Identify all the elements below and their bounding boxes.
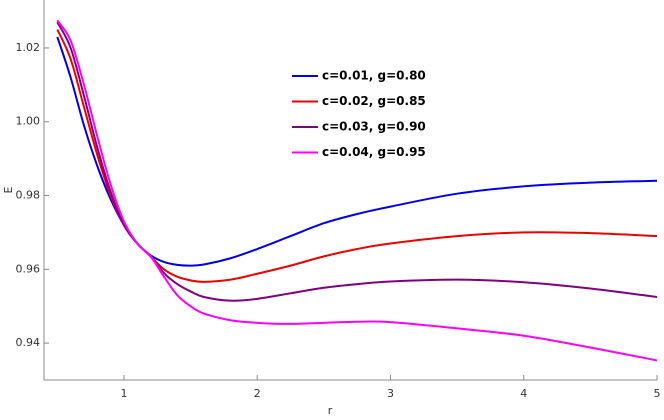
x-tick-label: 5 xyxy=(654,387,661,400)
legend-label: c=0.03, g=0.90 xyxy=(322,120,426,134)
legend-label: c=0.01, g=0.80 xyxy=(322,69,426,83)
x-tick-label: 4 xyxy=(520,387,527,400)
y-tick-label: 0.96 xyxy=(16,262,41,275)
x-tick-label: 3 xyxy=(387,387,394,400)
series-line xyxy=(56,19,658,362)
y-tick-label: 1.00 xyxy=(16,115,41,128)
series-line xyxy=(56,36,658,267)
series-line xyxy=(56,29,658,283)
legend-label: c=0.04, g=0.95 xyxy=(322,145,426,159)
y-axis-label: E xyxy=(2,186,15,193)
legend-label: c=0.02, g=0.85 xyxy=(322,94,426,108)
x-axis-label: r xyxy=(328,404,333,417)
y-tick-label: 0.94 xyxy=(16,336,41,349)
y-tick-label: 0.98 xyxy=(16,189,41,202)
y-tick-label: 1.02 xyxy=(16,41,41,54)
series-line xyxy=(56,21,658,302)
x-tick-label: 2 xyxy=(254,387,261,400)
x-tick-label: 1 xyxy=(120,387,127,400)
